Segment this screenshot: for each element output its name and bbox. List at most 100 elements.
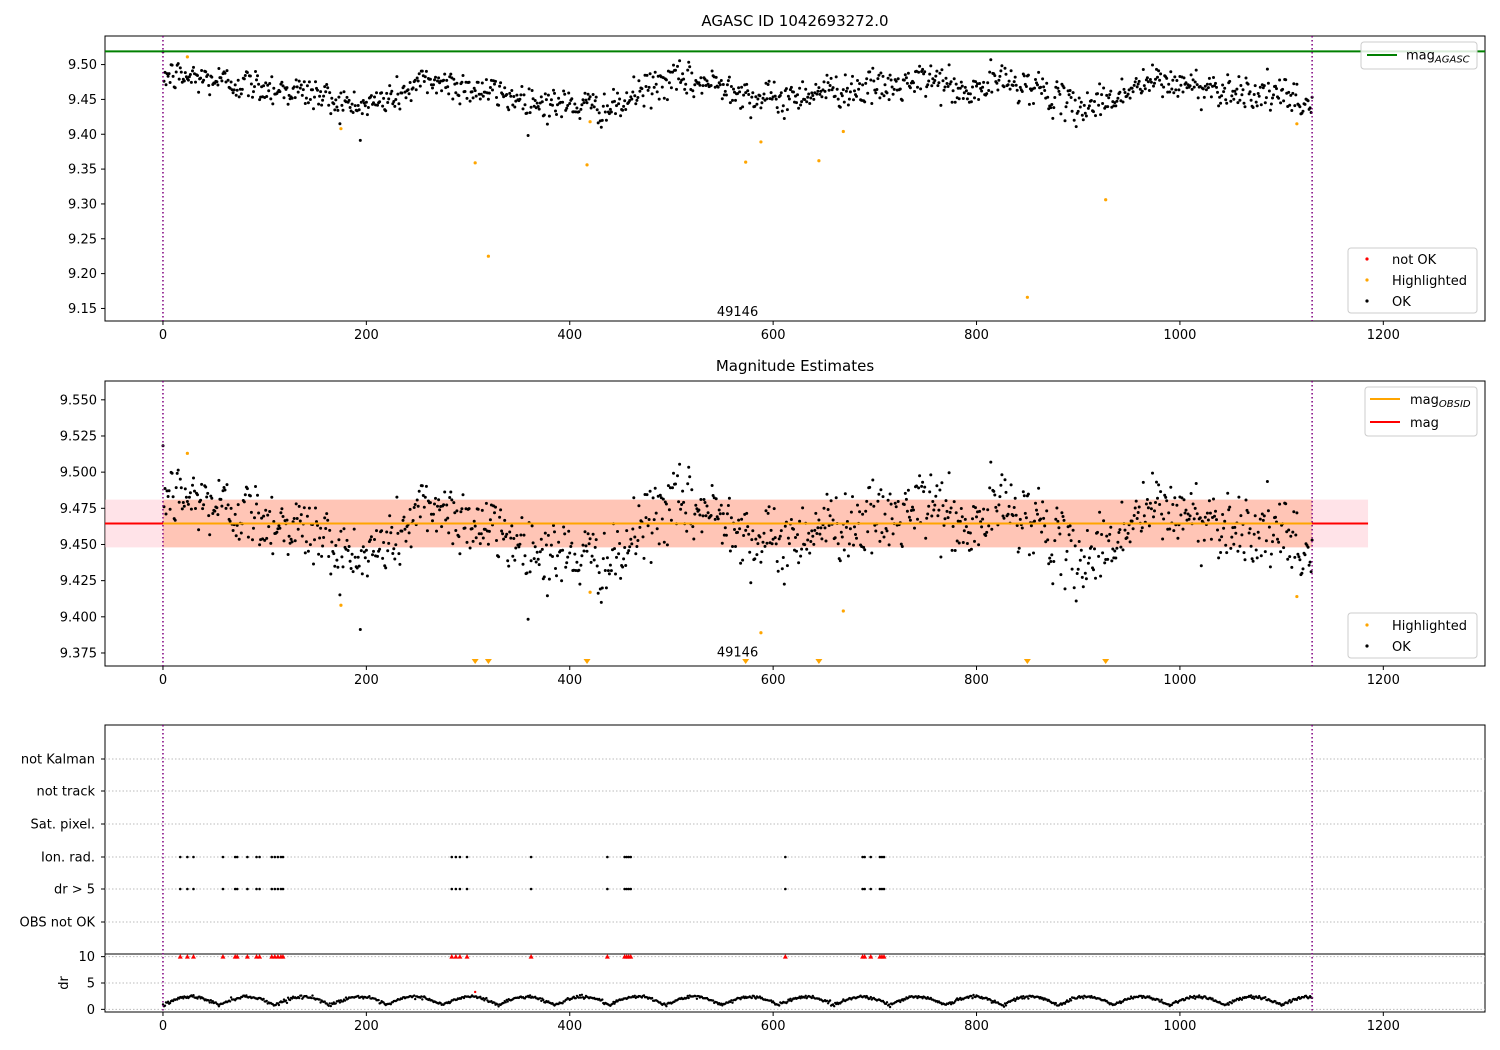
ok-point [468,546,472,550]
flag-point [627,855,631,859]
highlighted-point [817,159,821,163]
ok-point [1173,496,1177,500]
magnitude-overlays [105,381,1369,666]
ok-point [1145,76,1149,80]
ok-point [295,517,299,520]
ok-point [176,62,180,66]
ok-point [1059,112,1063,116]
ok-point [763,544,767,548]
ok-point [971,85,974,89]
x-tick-label: 200 [354,1019,379,1034]
y-tick-label: 9.375 [60,646,97,661]
ok-point [667,508,671,512]
ok-point [369,94,373,98]
ok-point [765,541,769,545]
ok-point [779,529,783,533]
dr-point [413,994,416,997]
ok-point [651,75,655,79]
ok-point [896,77,900,81]
dr-point [1227,1003,1230,1006]
ok-point [436,79,439,83]
ok-point [849,510,853,514]
dr-point [916,996,919,1000]
ok-point [1055,506,1059,510]
ok-point [337,538,341,542]
ok-point [1184,508,1188,512]
ok-point [569,545,573,548]
ok-point [604,586,608,590]
ok-point [1256,530,1260,534]
dr-point [361,995,364,998]
ok-point [1176,536,1180,540]
ok-point [672,63,675,67]
ok-point [1049,106,1053,110]
ok-point [474,536,478,540]
ok-point [738,527,742,531]
ok-point [875,88,879,91]
y-tick-label: 9.525 [60,429,97,444]
ok-point [1022,74,1026,78]
ok-point [885,529,889,533]
ok-point [834,496,838,500]
ok-point [322,536,326,539]
highlighted-point [759,631,763,635]
ok-point [271,552,275,556]
ok-point [320,554,324,558]
ok-point [1236,101,1240,105]
ok-point [537,107,541,111]
ok-point [941,504,945,508]
ok-point [931,500,935,503]
ok-point [1168,527,1172,531]
ok-point [789,85,793,89]
ok-point [567,529,571,533]
ok-point [809,540,813,543]
ok-point [634,102,638,106]
ok-point [1083,571,1087,575]
ok-point [499,508,503,512]
ok-point [581,543,585,547]
ok-point [585,101,589,105]
ok-point [630,97,634,101]
ok-point [839,530,843,534]
ok-point [831,518,835,522]
ok-point [330,540,334,544]
ok-point [1223,86,1227,90]
ok-point [955,539,959,543]
ok-point [1040,530,1044,534]
ok-point [364,100,368,104]
ok-point [333,564,337,568]
dr-point [1286,1002,1289,1005]
ok-point [808,551,812,555]
ok-point [591,532,595,536]
ok-point [514,546,518,550]
ok-point [544,543,548,547]
ok-point [543,92,547,96]
ok-point [327,103,331,107]
dr-point [274,1003,277,1007]
ok-point [1051,116,1055,120]
ok-point [719,79,723,82]
ok-point [990,527,994,531]
ok-point [561,548,565,552]
ok-point [717,508,721,512]
ok-point [1165,76,1169,80]
ok-point [446,85,450,89]
flag-point [273,855,277,859]
ok-point [1099,574,1103,578]
dr-point [496,1003,499,1006]
ok-point [318,94,322,98]
ok-point [653,70,657,74]
flag-point [273,887,277,891]
ok-point [235,523,239,527]
flag-point [869,855,873,859]
ok-point [950,100,954,104]
ok-point [874,529,878,533]
ok-point [609,569,613,573]
dr-point [611,1002,614,1005]
ok-point [413,503,417,506]
ok-point [1249,98,1253,102]
ok-point [1092,110,1095,114]
ok-point [1202,538,1206,542]
ok-point [473,524,477,528]
dr-tick-label: 0 [87,1003,95,1018]
